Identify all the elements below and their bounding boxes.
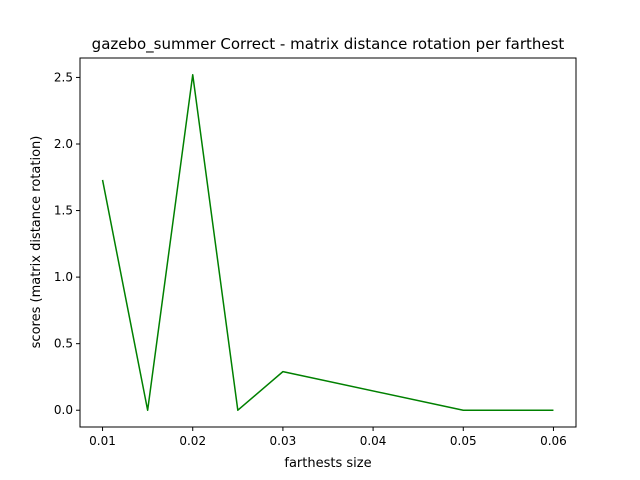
- y-tick-label: 1.5: [54, 204, 73, 218]
- y-tick-label: 0.5: [54, 337, 73, 351]
- x-tick-label: 0.01: [89, 434, 116, 448]
- plot-area: [79, 57, 577, 428]
- x-axis: 0.01 0.02 0.03 0.04 0.05 0.06: [89, 427, 567, 448]
- series-line-0: [101, 74, 554, 411]
- plot-frame: [79, 57, 577, 428]
- x-axis-label: farthests size: [284, 456, 371, 471]
- y-axis-label: scores (matrix distance rotation): [29, 136, 44, 349]
- y-tick-label: 2.0: [54, 137, 73, 151]
- x-tick-label: 0.02: [179, 434, 206, 448]
- x-tick-label: 0.06: [540, 434, 567, 448]
- y-tick-label: 2.5: [54, 70, 73, 84]
- y-tick-label: 1.0: [54, 270, 73, 284]
- y-axis: 0.0 0.5 1.0 1.5 2.0 2.5: [54, 70, 80, 417]
- y-tick-label: 0.0: [54, 403, 73, 417]
- x-tick-label: 0.05: [450, 434, 477, 448]
- x-tick-label: 0.03: [270, 434, 297, 448]
- x-tick-label: 0.04: [360, 434, 387, 448]
- chart-title: gazebo_summer Correct - matrix distance …: [92, 35, 565, 54]
